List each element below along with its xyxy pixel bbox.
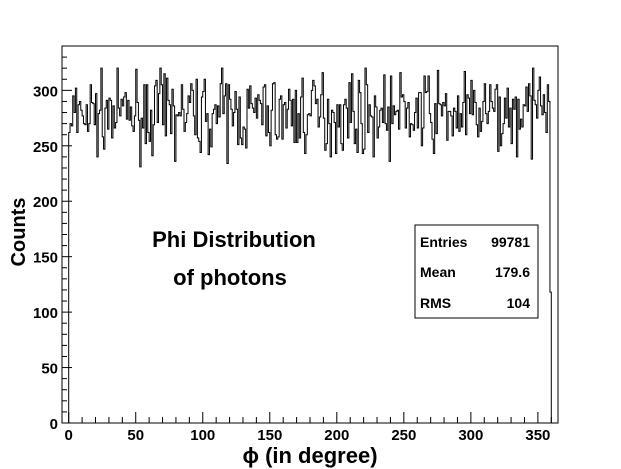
x-tick-label: 50 (127, 427, 144, 444)
stats-value-rms: 104 (507, 295, 531, 311)
annotation-line-1: Phi Distribution (152, 227, 316, 252)
x-tick-label: 350 (525, 427, 550, 444)
stats-label-rms: RMS (420, 295, 451, 311)
y-axis-title: Counts (8, 198, 30, 267)
stats-box (414, 224, 539, 319)
stats-label-mean: Mean (420, 264, 456, 280)
x-tick-label: 200 (324, 427, 349, 444)
x-tick-label: 150 (257, 427, 282, 444)
stats-value-mean: 179.6 (495, 264, 530, 280)
y-axis: 0 50 100 150 200 250 300 (33, 45, 72, 433)
annotation-line-2: of photons (173, 265, 287, 290)
x-axis: 0 50 100 150 200 250 300 350 (65, 412, 552, 444)
x-tick-label: 0 (65, 427, 73, 444)
stats-label-entries: Entries (420, 234, 468, 250)
x-tick-label: 250 (391, 427, 416, 444)
x-tick-label: 100 (190, 427, 215, 444)
y-tick-label: 250 (33, 139, 58, 156)
y-tick-label: 50 (41, 361, 58, 378)
y-tick-label: 300 (33, 83, 58, 100)
y-tick-label: 200 (33, 194, 58, 211)
x-tick-label: 300 (458, 427, 483, 444)
y-tick-label: 100 (33, 305, 58, 322)
x-axis-title: ϕ (in degree) (242, 443, 377, 468)
y-tick-label: 0 (50, 416, 58, 433)
stats-value-entries: 99781 (491, 234, 530, 250)
y-tick-label: 150 (33, 250, 58, 267)
histogram-series-line (68, 67, 552, 423)
